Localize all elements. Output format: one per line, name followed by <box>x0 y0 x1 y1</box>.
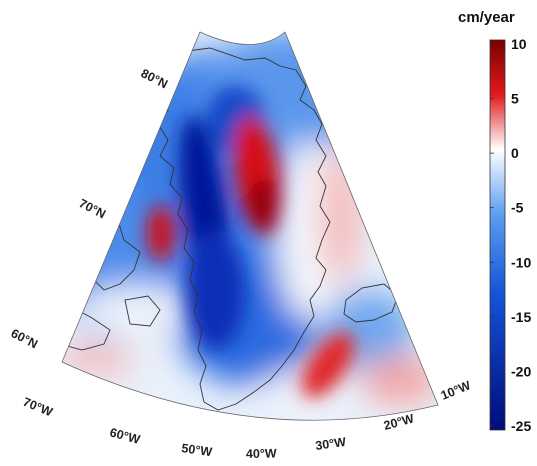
lon-label-10w: 10°W <box>439 378 473 403</box>
colorbar-tick-label: -15 <box>511 309 531 325</box>
colorbar-tick-label: 5 <box>511 91 519 107</box>
map-frame <box>61 31 439 421</box>
colorbar: cm/year 10 5 0 -5 -10 -15 -20 -25 <box>458 9 531 434</box>
lon-label-60w: 60°W <box>108 425 141 447</box>
colorbar-gradient <box>489 39 506 431</box>
lon-label-50w: 50°W <box>181 441 214 459</box>
colorbar-tick-label: -10 <box>511 254 531 270</box>
lon-label-30w: 30°W <box>314 435 347 453</box>
colorbar-tick-label: 10 <box>511 36 527 52</box>
lat-label-60: 60°N <box>9 326 40 351</box>
lon-label-70w: 70°W <box>21 395 55 420</box>
colorbar-tick-label: 0 <box>511 145 519 161</box>
lat-label-80: 80°N <box>139 66 170 91</box>
colorbar-unit: cm/year <box>458 9 515 26</box>
colorbar-tick-label: -20 <box>511 363 531 379</box>
colorbar-tick-label: -25 <box>511 418 531 434</box>
mass-change-field <box>62 32 438 421</box>
lon-label-40w: 40°W <box>246 446 277 461</box>
lat-label-70: 70°N <box>77 196 108 221</box>
colorbar-tick-label: -5 <box>511 200 524 216</box>
